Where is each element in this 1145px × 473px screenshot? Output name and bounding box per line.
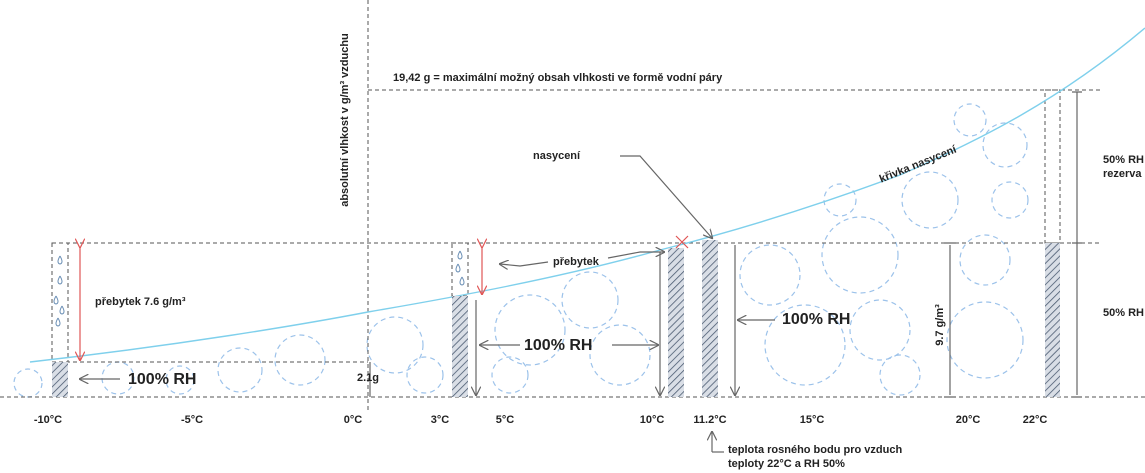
axis-label: absolutní vlhkost v g/m³ vzduchu: [339, 33, 351, 207]
drops: [54, 251, 464, 326]
right-label: rezerva: [1103, 168, 1142, 180]
max-line-label: 19,42 g = maximální možný obsah vlhkosti…: [393, 72, 723, 84]
rh-label: 100% RH: [128, 371, 196, 388]
x-labels: -10°C -5°C 0°C 3°C 5°C 10°C 11.2°C 15°C …: [34, 414, 1047, 426]
rh-label: 100% RH: [782, 311, 850, 328]
value-label: 2.1g: [357, 372, 379, 384]
excess-label: přebytek 7.6 g/m³: [95, 296, 186, 308]
x-label: 3°C: [431, 414, 450, 426]
x-label: -5°C: [181, 414, 203, 426]
dew-point-note: teplota rosného bodu pro vzduch: [728, 444, 902, 456]
x-label: 11.2°C: [693, 414, 726, 426]
right-label: 50% RH: [1103, 154, 1144, 166]
x-label: 0°C: [344, 414, 363, 426]
rh-label: 100% RH: [524, 337, 592, 354]
x-label: 20°C: [956, 414, 981, 426]
value-label: 9.7 g/m³: [934, 304, 946, 346]
dew-point-note: teploty 22°C a RH 50%: [728, 458, 845, 470]
saturation-label: nasycení: [533, 150, 581, 162]
x-label: 22°C: [1023, 414, 1048, 426]
excess-label: přebytek: [553, 256, 600, 268]
curve-label: křivka nasycení: [878, 143, 959, 185]
arrows: [80, 92, 1082, 452]
x-label: 10°C: [640, 414, 665, 426]
right-label: 50% RH: [1103, 307, 1144, 319]
bubbles: [14, 104, 1028, 397]
x-label: -10°C: [34, 414, 62, 426]
x-label: 15°C: [800, 414, 825, 426]
x-label: 5°C: [496, 414, 515, 426]
diagram: absolutní vlhkost v g/m³ vzduchu 19,42 g…: [0, 0, 1145, 473]
